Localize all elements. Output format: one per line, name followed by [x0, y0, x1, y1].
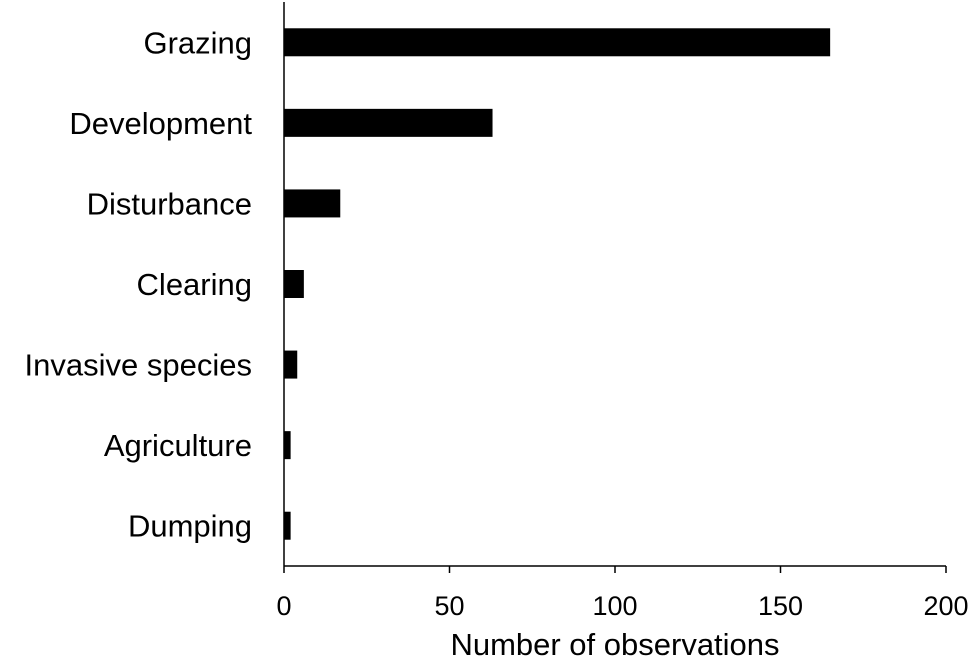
x-axis-ticks: 0 50 100 150 200 [276, 566, 969, 621]
category-label: Grazing [143, 25, 252, 60]
bar-grazing [284, 28, 831, 57]
x-tick-label: 200 [923, 591, 968, 621]
bars-group [284, 28, 831, 540]
category-labels: Grazing Development Disturbance Clearing Inv… [25, 25, 253, 543]
x-tick-label: 50 [434, 591, 464, 621]
bar-disturbance [284, 189, 341, 218]
bar-invasive-species [284, 350, 298, 379]
category-label: Invasive species [25, 348, 252, 383]
category-label: Agriculture [104, 428, 252, 463]
x-tick-label: 100 [592, 591, 637, 621]
category-label: Dumping [128, 509, 252, 544]
x-tick-label: 150 [758, 591, 803, 621]
bar-development [284, 108, 493, 137]
bar-clearing [284, 270, 304, 298]
category-label: Clearing [137, 267, 252, 302]
x-tick-label: 0 [276, 591, 291, 621]
x-axis-title: Number of observations [450, 627, 779, 659]
bar-dumping [284, 511, 291, 540]
category-label: Development [69, 106, 252, 141]
category-label: Disturbance [87, 186, 252, 221]
bar-agriculture [284, 431, 291, 460]
